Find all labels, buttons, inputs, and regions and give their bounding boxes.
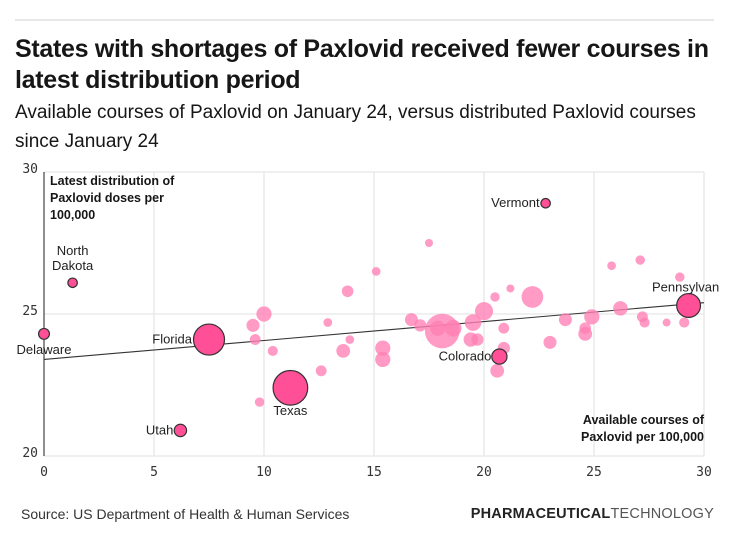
state-bubble: [607, 261, 616, 271]
state-bubble: [246, 318, 260, 332]
state-bubble: [414, 319, 427, 332]
state-bubble: [425, 239, 433, 247]
state-bubble: [471, 333, 484, 346]
state-bubble: [613, 301, 628, 316]
x-axis-title: Paxlovid per 100,000: [581, 430, 704, 444]
brand-logo: PHARMACEUTICALTECHNOLOGY: [471, 506, 714, 522]
state-label: Colorado: [439, 349, 492, 364]
state-bubble: [543, 335, 557, 349]
highlighted-bubble-vermont: [540, 197, 551, 209]
x-tick-label: 25: [586, 465, 602, 480]
state-bubble: [267, 345, 278, 357]
state-bubble: [371, 267, 381, 276]
state-bubble: [345, 335, 355, 344]
state-bubble: [521, 286, 544, 308]
highlighted-bubble-florida: [192, 323, 226, 356]
highlighted-bubble-delaware: [37, 327, 51, 340]
state-bubble: [474, 302, 494, 321]
state-bubble: [490, 363, 505, 378]
state-bubble: [506, 284, 515, 293]
state-bubble: [498, 322, 510, 334]
highlighted-bubble-north-dakota: [67, 277, 78, 289]
state-bubble: [323, 318, 333, 327]
state-bubble: [490, 292, 500, 302]
y-axis-title: Paxlovid doses per: [50, 191, 164, 205]
highlighted-bubble-texas: [272, 369, 309, 406]
highlighted-bubble-utah: [173, 423, 188, 438]
state-bubble: [375, 340, 391, 356]
state-bubble: [584, 309, 600, 325]
state-bubble: [256, 306, 272, 322]
top-divider: [15, 19, 714, 21]
brand-bold: PHARMACEUTICAL: [470, 506, 611, 522]
x-tick-label: 10: [256, 465, 272, 480]
x-tick-label: 0: [40, 465, 48, 480]
chart-subtitle: Available courses of Paxlovid on January…: [15, 102, 696, 152]
state-bubble: [341, 285, 354, 298]
y-axis-title: 100,000: [50, 208, 95, 222]
state-bubble: [679, 317, 690, 328]
y-tick-label: 25: [22, 304, 38, 319]
brand-light: TECHNOLOGY: [610, 506, 714, 522]
state-bubble: [579, 322, 591, 335]
highlighted-bubble-colorado: [491, 348, 508, 365]
y-tick-label: 20: [22, 446, 38, 461]
state-label: Dakota: [52, 258, 94, 273]
gridlines: 0 5 10 15 20 25 30 20 25 30: [22, 162, 711, 480]
highlighted-bubble-pennsylvania: [676, 292, 702, 318]
state-bubble: [639, 317, 650, 328]
bubbles: [37, 197, 702, 438]
chart-title: States with shortages of Paxlovid receiv…: [15, 35, 709, 94]
x-tick-label: 20: [476, 465, 492, 480]
state-bubble: [635, 255, 645, 265]
state-bubble: [444, 319, 462, 337]
state-label: Texas: [273, 403, 307, 418]
state-bubble: [315, 365, 327, 377]
state-bubble: [662, 318, 671, 327]
state-bubble: [464, 314, 482, 331]
y-axis-title: Latest distribution of: [50, 174, 175, 188]
state-label: Florida: [152, 332, 193, 347]
state-bubble: [336, 344, 351, 358]
state-label: Utah: [146, 422, 173, 437]
state-bubble: [430, 320, 446, 336]
state-bubble: [254, 397, 265, 407]
state-label: Delaware: [17, 342, 72, 357]
state-label: North: [57, 243, 89, 258]
x-tick-label: 30: [696, 465, 712, 480]
source-note: Source: US Department of Health & Human …: [21, 506, 350, 522]
state-bubble: [558, 313, 572, 327]
state-bubble: [675, 272, 685, 282]
state-bubble: [375, 351, 391, 368]
x-tick-label: 5: [150, 465, 158, 480]
x-axis-title: Available courses of: [583, 413, 705, 427]
axis-titles: Latest distribution of Paxlovid doses per…: [50, 174, 705, 444]
state-label: Pennsylvan: [652, 279, 719, 294]
x-tick-label: 15: [366, 465, 382, 480]
state-bubble: [249, 334, 261, 345]
y-tick-label: 30: [22, 162, 38, 177]
state-label: Vermont: [491, 195, 540, 210]
